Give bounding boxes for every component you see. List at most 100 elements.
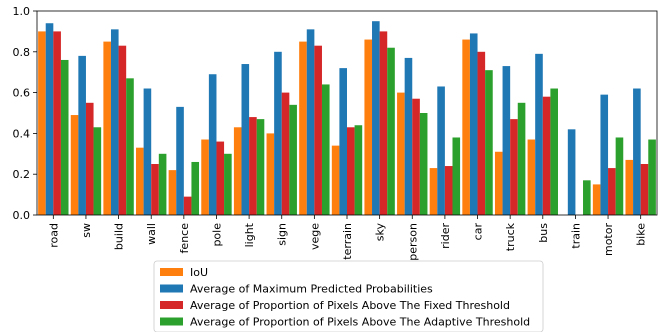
y-tick-label: 0.4 bbox=[13, 127, 31, 140]
legend-label: Average of Proportion of Pixels Above Th… bbox=[190, 299, 510, 312]
bar-truck-series-0 bbox=[494, 151, 503, 215]
bar-car-series-2 bbox=[477, 51, 486, 215]
bar-build-series-2 bbox=[118, 45, 127, 216]
bar-sky-series-2 bbox=[379, 31, 388, 216]
bar-bike-series-2 bbox=[640, 164, 649, 215]
bar-truck-series-1 bbox=[502, 66, 511, 215]
bar-rider-series-0 bbox=[429, 168, 438, 215]
x-tick-label: build bbox=[113, 223, 126, 250]
legend-swatch bbox=[160, 317, 183, 326]
x-tick-label: terrain bbox=[341, 223, 354, 260]
bar-terrain-series-1 bbox=[339, 68, 347, 216]
bar-train-series-1 bbox=[567, 129, 576, 215]
bar-road-series-1 bbox=[45, 23, 54, 215]
bar-sign-series-1 bbox=[274, 51, 282, 215]
legend-label: IoU bbox=[190, 266, 208, 279]
bar-rider-series-2 bbox=[444, 166, 453, 215]
bar-bike-series-3 bbox=[648, 139, 656, 215]
x-tick-label: road bbox=[47, 223, 60, 248]
bar-terrain-series-3 bbox=[354, 125, 363, 215]
bar-sign-series-2 bbox=[281, 92, 290, 215]
legend-box bbox=[153, 260, 544, 332]
bar-vege-series-1 bbox=[306, 29, 315, 215]
bar-sw-series-2 bbox=[85, 102, 94, 215]
bar-rider-series-1 bbox=[437, 86, 445, 215]
bar-build-series-0 bbox=[103, 41, 111, 215]
bar-light-series-2 bbox=[249, 117, 257, 215]
bar-bike-series-0 bbox=[625, 159, 634, 215]
bar-person-series-2 bbox=[412, 98, 420, 215]
bar-light-series-0 bbox=[233, 127, 242, 215]
bar-bus-series-1 bbox=[535, 53, 543, 216]
bar-sign-series-0 bbox=[266, 133, 275, 215]
bar-fence-series-2 bbox=[183, 196, 192, 215]
bar-wall-series-1 bbox=[143, 88, 152, 215]
bar-terrain-series-2 bbox=[347, 127, 355, 215]
bar-motor-series-1 bbox=[600, 94, 609, 215]
bar-road-series-3 bbox=[60, 59, 69, 216]
bar-person-series-0 bbox=[397, 92, 405, 215]
x-tick-label: pole bbox=[210, 223, 223, 247]
x-tick-label: light bbox=[243, 222, 256, 247]
bar-pole-series-2 bbox=[216, 141, 225, 215]
bar-sw-series-3 bbox=[93, 127, 102, 215]
axes-group: road sw build wall fence pole light sign vege ter… bbox=[13, 5, 658, 261]
bar-wall-series-3 bbox=[158, 153, 167, 215]
bar-car-series-1 bbox=[469, 33, 478, 215]
legend-swatch bbox=[160, 301, 183, 309]
y-tick-label: 0.8 bbox=[13, 46, 31, 59]
bar-bike-series-1 bbox=[633, 88, 641, 215]
bar-fence-series-1 bbox=[176, 106, 184, 215]
x-tick-label: rider bbox=[439, 223, 452, 249]
legend: IoU Average of Maximum Predicted Probabil… bbox=[153, 260, 544, 332]
bar-vege-series-0 bbox=[299, 41, 307, 215]
legend-swatch bbox=[160, 284, 183, 293]
bars-group bbox=[38, 21, 656, 216]
x-tick-label: bike bbox=[635, 223, 648, 246]
x-tick-label: bus bbox=[537, 223, 550, 243]
x-tick-label: sign bbox=[276, 223, 289, 246]
x-tick-label: sky bbox=[374, 223, 387, 242]
bar-fence-series-3 bbox=[191, 161, 200, 215]
bar-light-series-1 bbox=[241, 64, 250, 215]
legend-swatch bbox=[160, 268, 183, 276]
bar-truck-series-2 bbox=[510, 119, 518, 215]
bar-car-series-0 bbox=[462, 39, 470, 216]
y-tick-label: 0.0 bbox=[13, 209, 31, 222]
bar-bus-series-3 bbox=[550, 88, 558, 215]
bar-pole-series-3 bbox=[224, 153, 232, 215]
bar-sky-series-0 bbox=[364, 39, 373, 216]
x-tick-label: person bbox=[406, 223, 419, 261]
bar-wall-series-0 bbox=[136, 147, 144, 215]
bar-person-series-1 bbox=[404, 57, 413, 215]
bar-pole-series-0 bbox=[201, 139, 209, 215]
bar-light-series-3 bbox=[256, 119, 265, 215]
bar-build-series-3 bbox=[126, 78, 134, 215]
bar-build-series-1 bbox=[110, 29, 119, 215]
x-tick-label: wall bbox=[145, 223, 158, 245]
bar-fence-series-0 bbox=[168, 170, 177, 215]
x-tick-label: motor bbox=[602, 223, 615, 256]
x-tick-label: vege bbox=[308, 223, 321, 250]
y-tick-label: 1.0 bbox=[13, 5, 31, 18]
x-tick-label: fence bbox=[178, 223, 191, 254]
bar-sw-series-0 bbox=[70, 115, 79, 215]
bar-sky-series-1 bbox=[372, 21, 380, 216]
x-tick-label: sw bbox=[80, 223, 93, 238]
bar-sw-series-1 bbox=[78, 55, 86, 215]
bar-vege-series-3 bbox=[321, 84, 330, 215]
axes-frame bbox=[36, 10, 658, 216]
x-tick-label: train bbox=[569, 223, 582, 249]
bar-sign-series-3 bbox=[289, 104, 297, 215]
legend-label: Average of Maximum Predicted Probabiliti… bbox=[190, 283, 433, 296]
bar-pole-series-1 bbox=[208, 74, 217, 216]
bar-wall-series-2 bbox=[151, 164, 159, 215]
x-tick-label: truck bbox=[504, 222, 517, 251]
bar-terrain-series-0 bbox=[331, 145, 340, 215]
y-tick-label: 0.2 bbox=[13, 168, 31, 181]
bar-person-series-3 bbox=[419, 113, 428, 215]
bar-motor-series-0 bbox=[592, 184, 601, 215]
bar-rider-series-3 bbox=[452, 137, 461, 215]
bar-motor-series-3 bbox=[615, 137, 624, 215]
